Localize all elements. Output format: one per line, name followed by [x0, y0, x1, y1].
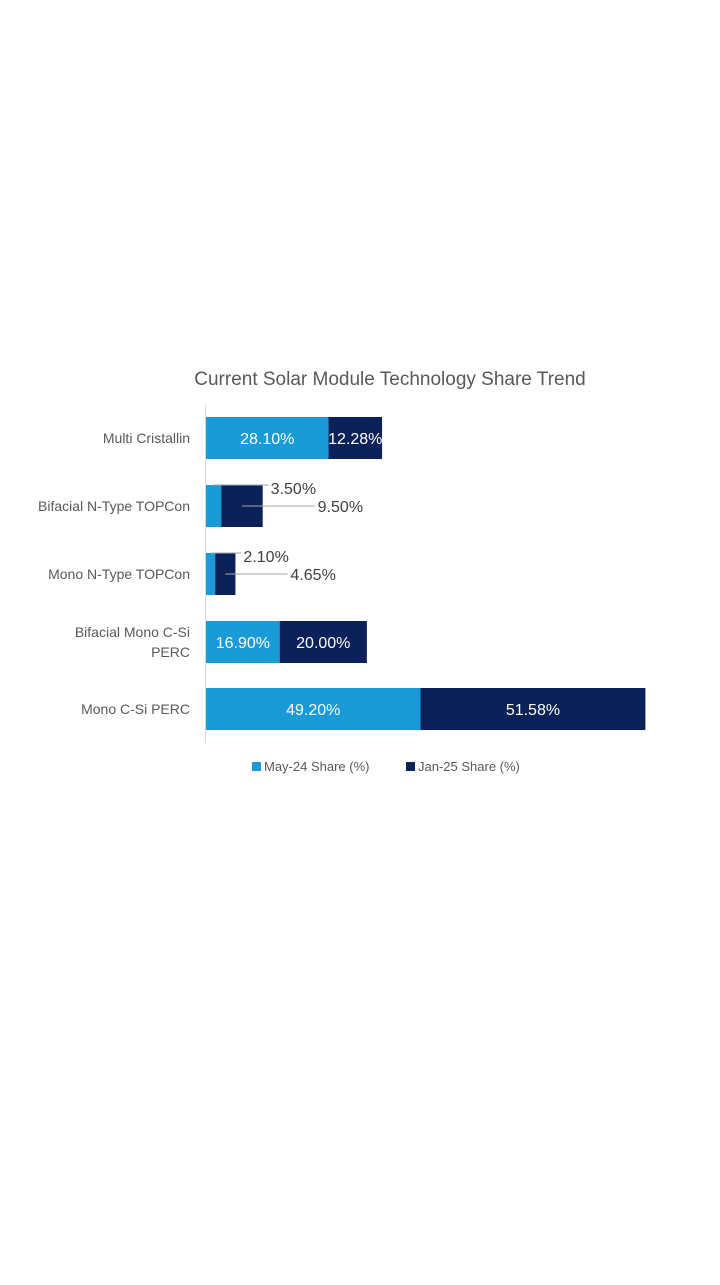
bar-may-24	[206, 553, 216, 595]
data-label: 20.00%	[296, 635, 350, 652]
data-labels: 28.10% 12.28% 3.50%9.50% 2.10%4.65% 16.90% 20…	[210, 431, 560, 719]
category-label: Bifacial N-Type TOPCon	[38, 498, 190, 514]
category-labels: Multi Cristallin Bifacial N-Type TOPCon Mo…	[38, 430, 190, 717]
legend-swatch	[406, 762, 415, 771]
category-label: Mono C-Si PERC	[81, 701, 190, 717]
category-label: Bifacial Mono C-Si PERC	[75, 624, 190, 660]
bar-jan-25	[328, 417, 383, 459]
bar-jan-25	[420, 688, 646, 730]
legend-label: Jan-25 Share (%)	[418, 759, 520, 774]
data-label: 49.20%	[286, 702, 340, 719]
bar-may-24	[206, 417, 329, 459]
legend-label: May-24 Share (%)	[264, 759, 369, 774]
legend: May-24 Share (%) Jan-25 Share (%)	[252, 759, 520, 774]
data-label: 28.10%	[240, 431, 294, 448]
bar-may-24	[206, 688, 421, 730]
bar-may-24	[206, 485, 222, 527]
bar-may-24	[206, 621, 280, 663]
data-label: 12.28%	[328, 431, 382, 448]
data-label: 3.50%	[271, 481, 316, 498]
data-label: 9.50%	[318, 499, 363, 516]
data-label: 4.65%	[290, 567, 335, 584]
data-label: 51.58%	[506, 702, 560, 719]
chart-title: Current Solar Module Technology Share Tr…	[194, 369, 586, 390]
legend-swatch	[252, 762, 261, 771]
data-label: 16.90%	[216, 635, 270, 652]
data-label: 2.10%	[243, 549, 288, 566]
category-label: Mono N-Type TOPCon	[48, 566, 190, 582]
bar-jan-25	[279, 621, 367, 663]
category-label: Multi Cristallin	[103, 430, 190, 446]
